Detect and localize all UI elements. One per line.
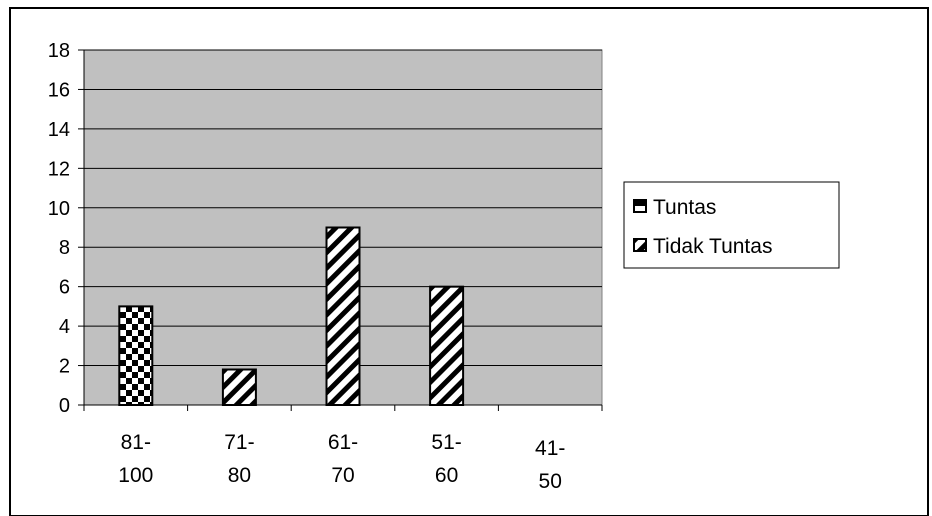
y-tick-label: 12 xyxy=(48,158,70,180)
bar-tidak-tuntas xyxy=(429,285,465,406)
bar-tidak-tuntas xyxy=(325,226,361,406)
x-tick-label: 50 xyxy=(539,470,562,493)
y-tick-label: 0 xyxy=(59,395,70,417)
axes: 0 2 4 6 8 10 12 14 16 18 81- 100 71- 80 61- 70 51- 60 41- 5… xyxy=(48,40,603,493)
legend-swatch xyxy=(633,199,647,213)
x-tick-label: 41- xyxy=(535,437,565,460)
x-tick-label: 70 xyxy=(331,464,354,487)
x-tick-label: 71- xyxy=(224,431,254,454)
legend-label: Tidak Tuntas xyxy=(653,235,772,258)
x-tick-label: 51- xyxy=(431,431,461,454)
y-tick-label: 14 xyxy=(48,119,70,141)
y-tick-label: 16 xyxy=(48,79,70,101)
x-tick-label: 81- xyxy=(121,431,151,454)
legend-label: Tuntas xyxy=(653,196,716,219)
x-tick-label: 60 xyxy=(435,464,458,487)
y-tick-label: 6 xyxy=(59,277,70,299)
x-tick-label: 80 xyxy=(228,464,251,487)
y-tick-label: 2 xyxy=(59,356,70,378)
y-tick-label: 4 xyxy=(59,316,70,338)
bar-tuntas xyxy=(118,305,154,406)
bars xyxy=(118,226,465,406)
legend-swatch xyxy=(633,238,647,252)
bar-tidak-tuntas xyxy=(221,368,257,406)
legend-box xyxy=(623,181,840,269)
x-tick-label: 61- xyxy=(328,431,358,454)
legend: Tuntas Tidak Tuntas xyxy=(623,181,840,269)
y-tick-label: 10 xyxy=(48,198,70,220)
y-tick-label: 8 xyxy=(59,237,70,259)
y-tick-label: 18 xyxy=(48,40,70,62)
x-tick-label: 100 xyxy=(118,464,153,487)
